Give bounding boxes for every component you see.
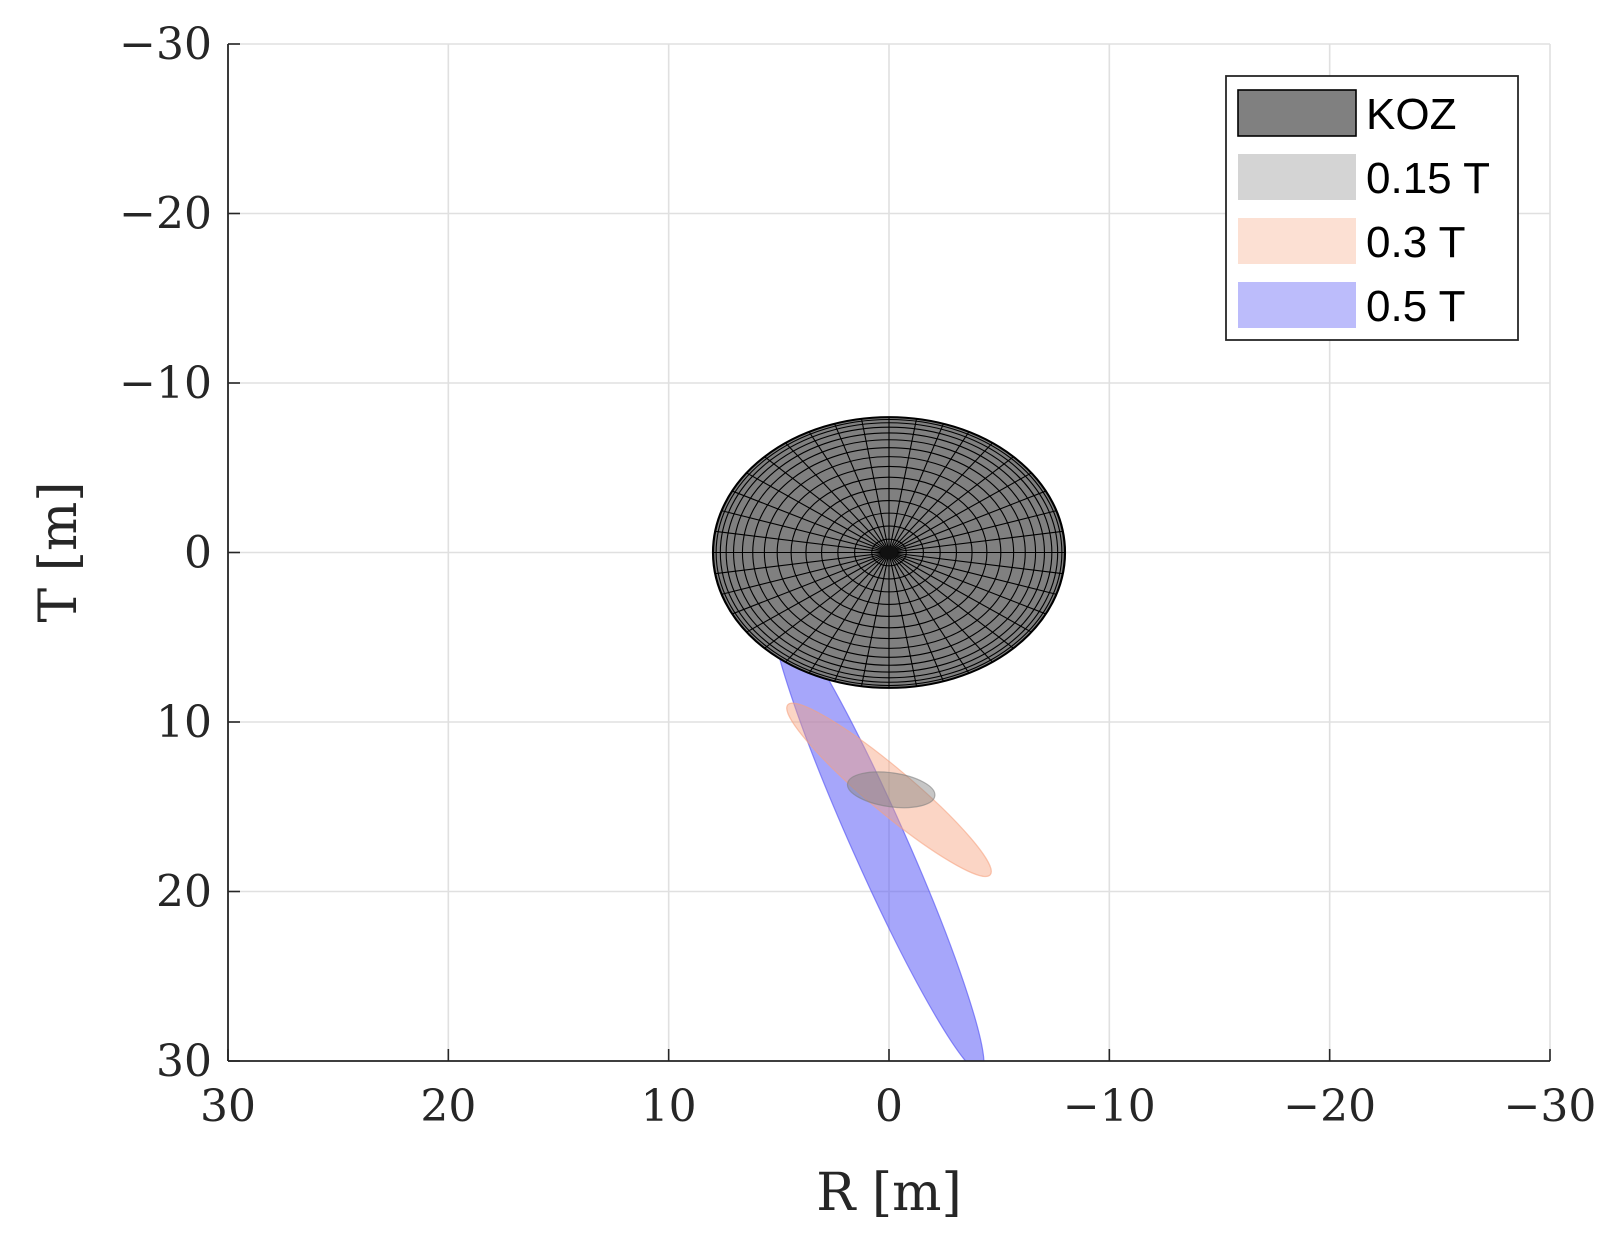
koz-spoke: [808, 552, 890, 674]
koz-spoke: [808, 431, 890, 553]
y-tick-label: 20: [156, 867, 212, 918]
koz-spoke: [764, 552, 890, 649]
x-tick-label: 30: [200, 1081, 256, 1132]
koz-spoke: [888, 552, 944, 682]
koz-spoke: [888, 490, 1047, 554]
x-tick-label: −10: [1063, 1081, 1156, 1132]
legend-swatch: [1237, 89, 1357, 137]
koz-center: [880, 545, 898, 560]
koz-spoke: [714, 551, 890, 575]
legend: KOZ 0.15 T 0.3 T 0.5 T: [1225, 75, 1519, 341]
legend-label: KOZ: [1366, 90, 1456, 139]
koz-spoke: [784, 442, 890, 553]
koz-spoke: [888, 431, 970, 553]
axes: [227, 43, 1551, 1062]
koz-spoke: [784, 552, 890, 663]
y-tick-label: −20: [119, 189, 212, 240]
koz-spoke: [764, 456, 890, 553]
koz-spoke: [888, 456, 1014, 553]
koz-spoke: [888, 552, 918, 687]
y-tick-label: 30: [156, 1036, 212, 1087]
koz-spoke: [834, 552, 890, 682]
x-tick-label: 0: [875, 1081, 903, 1132]
koz-spoke: [746, 472, 890, 553]
y-axis-label: T [m]: [29, 481, 89, 622]
koz-spoke: [714, 530, 890, 554]
series-layer: [711, 416, 1067, 1061]
koz-spoke: [888, 552, 970, 674]
koz-spoke: [888, 552, 1032, 633]
legend-swatch: [1238, 282, 1356, 328]
koz-spoke: [834, 423, 890, 553]
koz-spoke: [860, 418, 890, 553]
koz-spoke: [888, 418, 918, 553]
y-tick-label: 10: [156, 697, 212, 748]
koz-spoke: [731, 551, 890, 615]
x-axis-label: R [m]: [816, 1163, 962, 1223]
koz-spoke: [888, 552, 994, 663]
tick-labels: 30 20 10 0 −10 −20 −30 −30 −20 −10 0 10 20 30: [119, 19, 1596, 1132]
ellipse-0-3-t: [786, 702, 992, 878]
y-tick-label: 0: [184, 528, 212, 579]
koz-mesh: [711, 416, 1067, 689]
x-tick-label: 20: [420, 1081, 476, 1132]
legend-swatch: [1238, 154, 1356, 200]
legend-label: 0.15 T: [1366, 154, 1490, 203]
koz-spoke: [888, 551, 1057, 595]
koz-spoke: [888, 551, 1047, 615]
koz-spoke: [888, 552, 1014, 649]
legend-label: 0.5 T: [1366, 282, 1465, 331]
koz-spoke: [731, 490, 890, 554]
koz-spoke: [888, 551, 1064, 575]
y-tick-label: −30: [119, 19, 212, 70]
koz-spoke: [888, 442, 994, 553]
koz-spoke: [721, 510, 890, 554]
koz-spoke: [888, 510, 1057, 554]
koz-spoke: [721, 551, 890, 595]
x-tick-label: 10: [641, 1081, 697, 1132]
legend-swatch: [1238, 218, 1356, 264]
koz-spoke: [888, 423, 944, 553]
ellipse-0-15-t: [846, 771, 936, 809]
koz-spoke: [746, 552, 890, 633]
legend-label: 0.3 T: [1366, 218, 1465, 267]
koz-spoke: [888, 472, 1032, 553]
koz-spoke: [888, 530, 1064, 554]
x-tick-label: −30: [1504, 1081, 1597, 1132]
y-tick-label: −10: [119, 358, 212, 409]
koz-spoke: [860, 552, 890, 687]
x-tick-label: −20: [1283, 1081, 1376, 1132]
